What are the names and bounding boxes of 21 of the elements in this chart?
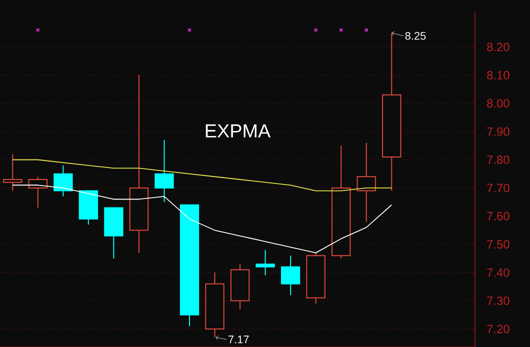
y-tick-label: 7.20 bbox=[487, 324, 510, 334]
y-tick-label: 7.60 bbox=[487, 212, 510, 220]
y-tick-label: 8.20 bbox=[487, 42, 510, 52]
y-tick-label: 8.00 bbox=[487, 99, 510, 108]
y-tick-label: 7.80 bbox=[487, 156, 510, 164]
annotation: EXPMA bbox=[206, 124, 271, 138]
y-tick-label: 8.10 bbox=[487, 70, 510, 80]
candlestick bbox=[280, 255, 300, 296]
candlestick bbox=[154, 140, 174, 203]
y-tick-label: 7.50 bbox=[487, 240, 510, 249]
y-tick-label: 7.70 bbox=[487, 184, 510, 192]
candlestick bbox=[54, 164, 73, 197]
candlestick bbox=[256, 249, 275, 276]
candlestick bbox=[28, 176, 48, 208]
y-tick-label: 7.40 bbox=[487, 268, 510, 277]
text: 8.25 bbox=[405, 32, 426, 40]
y-tick-label: 7.90 bbox=[487, 127, 510, 136]
annotation: 7.17 bbox=[228, 336, 249, 344]
candlestick bbox=[356, 142, 376, 222]
candlestick bbox=[3, 154, 22, 192]
y-tick-label: 7.30 bbox=[487, 296, 510, 305]
